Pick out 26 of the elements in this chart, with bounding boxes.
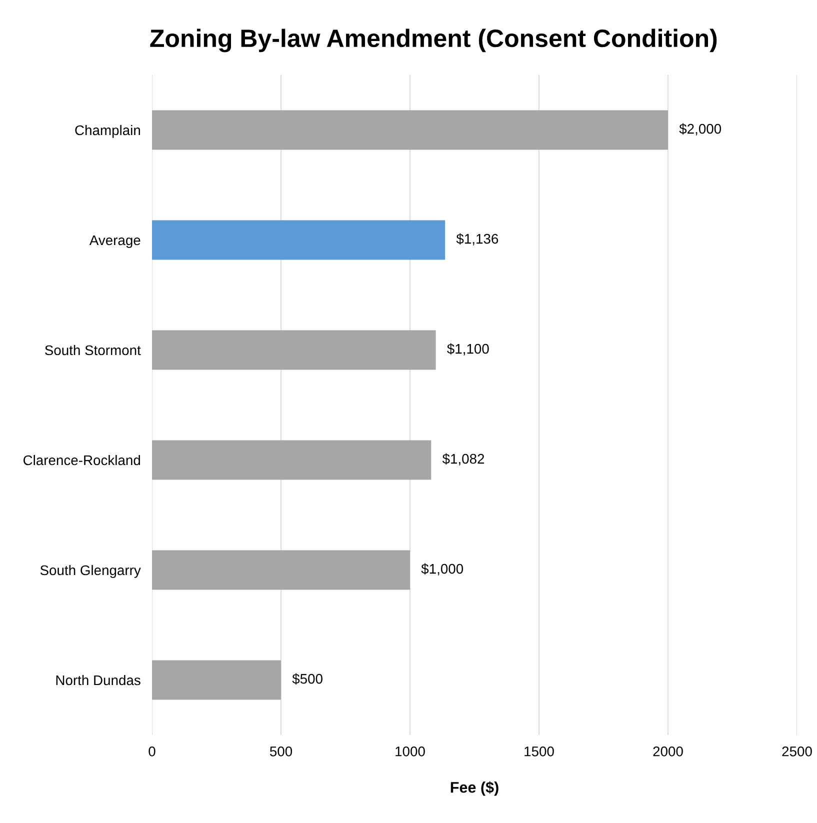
x-tick-label: 1500 — [524, 746, 554, 756]
y-tick-label: North Dundas — [56, 674, 140, 686]
x-tick-label: 2500 — [782, 746, 812, 756]
data-label: $2,000 — [679, 123, 722, 136]
y-tick-label: South Stormont — [45, 344, 141, 356]
bar — [152, 110, 668, 150]
data-label: $500 — [292, 673, 322, 685]
data-label: $1,100 — [447, 343, 489, 356]
x-tick-label: 500 — [270, 746, 292, 756]
x-tick-label: 0 — [148, 746, 156, 756]
data-label: $1,136 — [456, 233, 498, 246]
y-tick-label: Clarence-Rockland — [23, 454, 140, 466]
x-tick-label: 2000 — [653, 746, 683, 756]
x-axis-title: Fee ($) — [450, 781, 498, 796]
y-tick-label: South Glengarry — [40, 564, 141, 578]
bar — [152, 220, 446, 260]
chart-title: Zoning By-law Amendment (Consent Condition) — [150, 28, 717, 52]
y-tick-label: Average — [89, 235, 140, 248]
bar — [152, 330, 436, 370]
data-label: $1,000 — [421, 563, 464, 576]
bar — [152, 440, 432, 480]
bar — [152, 660, 281, 700]
bar — [152, 550, 410, 590]
data-label: $1,082 — [442, 453, 484, 466]
x-tick-label: 1000 — [396, 746, 425, 756]
y-tick-label: Champlain — [75, 124, 140, 138]
